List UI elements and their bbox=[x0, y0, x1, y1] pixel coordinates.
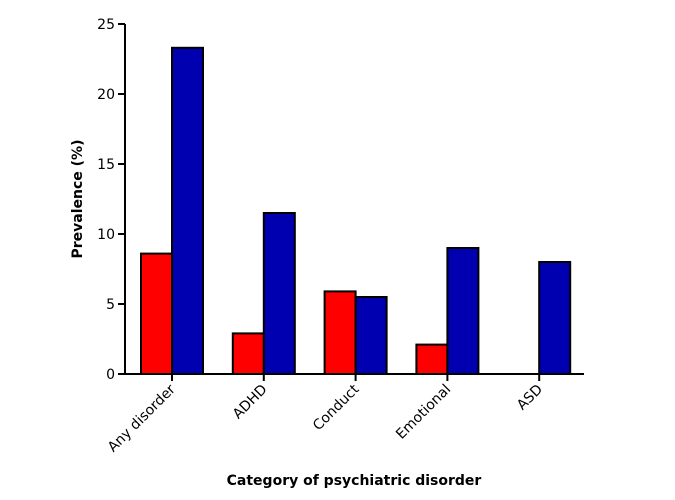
bar-any-disorder-series-1 bbox=[140, 252, 173, 376]
y-tick-label: 10 bbox=[97, 227, 115, 243]
x-tick-label: ADHD bbox=[230, 382, 271, 423]
y-tick-label: 20 bbox=[97, 87, 115, 103]
x-tick-label: Any disorder bbox=[105, 381, 179, 455]
x-tick-label: Emotional bbox=[393, 382, 454, 443]
x-tick-label: ASD bbox=[514, 382, 546, 414]
x-tick-label: Conduct bbox=[310, 381, 363, 434]
y-tick-label: 25 bbox=[97, 17, 115, 33]
bar-adhd-series-2 bbox=[262, 212, 296, 375]
bar-adhd-series-1 bbox=[231, 332, 265, 375]
bar-conduct-series-2 bbox=[354, 296, 388, 375]
bar-conduct-series-1 bbox=[323, 290, 357, 375]
bar-any-disorder-series-2 bbox=[171, 46, 204, 376]
bar-emotional-series-1 bbox=[415, 343, 449, 376]
bar-asd-series-2 bbox=[538, 261, 572, 375]
x-ticks-group: Any disorder ADHD Conduct Emotional ASD bbox=[105, 374, 546, 455]
y-axis-title: Prevalence (%) bbox=[70, 140, 86, 259]
axes-group bbox=[124, 24, 584, 375]
y-tick-label: 15 bbox=[97, 157, 115, 173]
y-tick-label: 0 bbox=[106, 367, 115, 383]
y-tick-label: 5 bbox=[106, 297, 115, 313]
bar-emotional-series-2 bbox=[446, 247, 480, 375]
bars-group bbox=[140, 46, 572, 376]
x-axis-title: Category of psychiatric disorder bbox=[227, 473, 482, 489]
y-ticks-group: 0 5 10 15 20 25 bbox=[97, 17, 125, 383]
